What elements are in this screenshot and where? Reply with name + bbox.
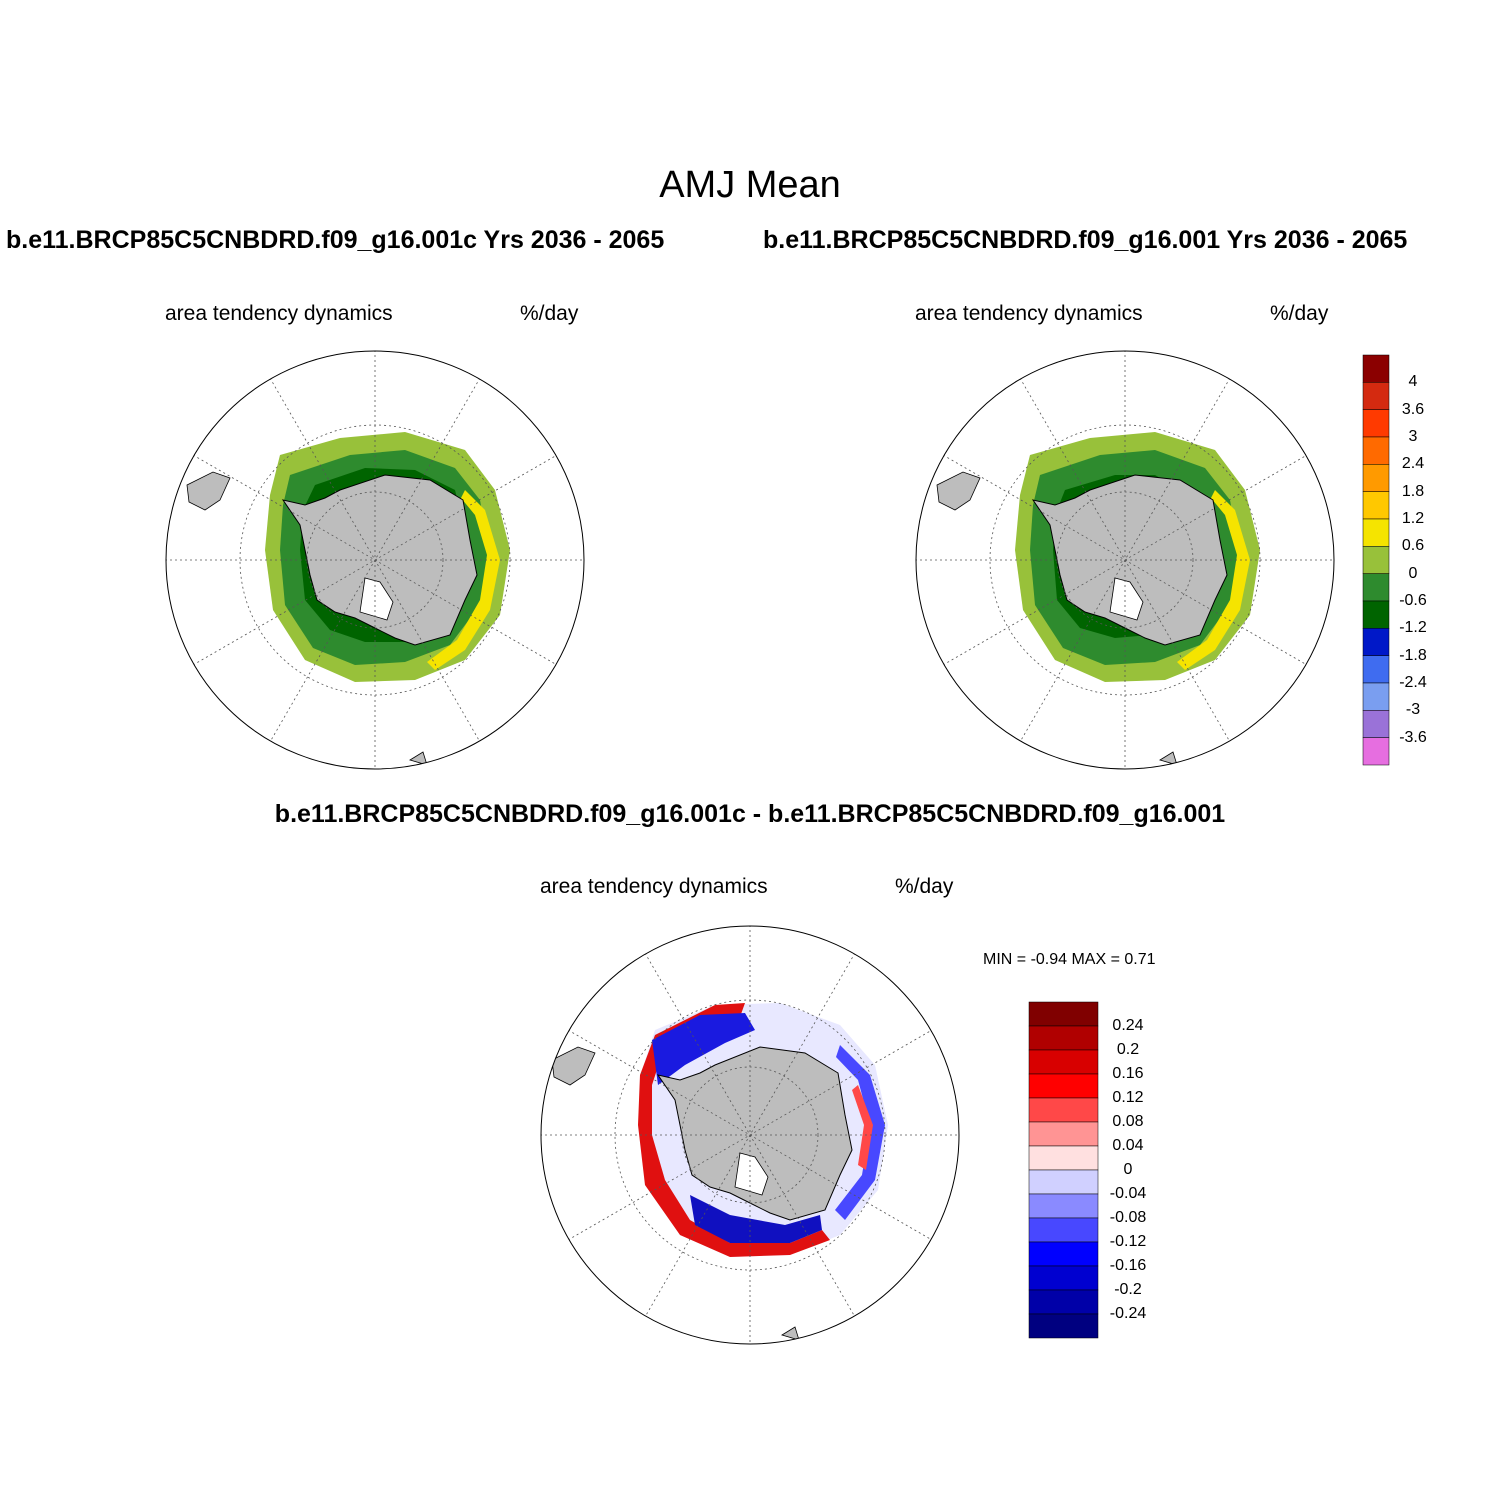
colorbar-tick-label: 0.04 [1112,1137,1144,1154]
colorbar-swatch [1362,655,1390,684]
ross-ice-shelf [1109,577,1144,621]
colorbar-tick-label: -0.24 [1109,1305,1147,1322]
colorbar-tick-label: 0.24 [1112,1017,1144,1034]
diff-variable-label: area tendency dynamics [540,875,768,898]
colorbar-swatch [1028,1217,1099,1243]
south-america-land [936,471,981,511]
colorbar-swatch [1028,1169,1099,1195]
colorbar-tick-label: -3 [1405,701,1421,719]
colorbar-tick-label: 0 [1123,1161,1133,1178]
colorbar-swatch [1362,682,1390,711]
colorbar-swatch [1362,628,1390,656]
difference-colorbar [1028,1001,1099,1339]
sea-ice-band-yellow [1177,490,1250,670]
diff-minmax-label: MIN = -0.94 MAX = 0.71 [983,951,1156,968]
colorbar-tick-label: 3.6 [1401,400,1425,418]
colorbar-tick-label: 4 [1408,373,1418,391]
ross-ice-shelf [734,1152,769,1196]
colorbar-tick-label: -0.6 [1399,592,1427,609]
colorbar-swatch [1028,1025,1099,1051]
colorbar-swatch [1028,1073,1099,1099]
colorbar-swatch [1362,436,1390,465]
figure-title: AMJ Mean [659,164,841,206]
colorbar-tick-label: 0.16 [1112,1065,1144,1082]
right-variable-label: area tendency dynamics [915,302,1143,325]
colorbar-swatch [1362,573,1390,602]
colorbar-swatch [1362,409,1390,438]
ross-ice-shelf [359,577,394,621]
colorbar-tick-label: -0.12 [1109,1233,1147,1250]
colorbar-swatch [1362,491,1390,520]
colorbar-tick-label: 3 [1408,428,1418,445]
colorbar-swatch [1028,1193,1099,1219]
colorbar-tick-label: -3.6 [1399,728,1427,746]
left-panel-title: b.e11.BRCP85C5CNBDRD.f09_g16.001c Yrs 20… [6,226,665,254]
colorbar-tick-label: 0.2 [1116,1041,1140,1058]
colorbar-tick-label: 2.4 [1401,455,1425,473]
south-america-land [551,1046,596,1086]
new-zealand-land [409,751,428,766]
left-variable-label: area tendency dynamics [165,302,393,325]
colorbar-tick-label: -0.04 [1109,1185,1147,1202]
colorbar-swatch [1362,518,1390,547]
colorbar-tick-label: -2.4 [1399,674,1427,691]
colorbar-swatch [1028,1241,1099,1267]
difference-positive-east [852,1085,873,1170]
colorbar-tick-label: 1.2 [1401,510,1425,527]
colorbar-tick-label: -1.8 [1399,646,1427,664]
new-zealand-land [781,1326,800,1341]
colorbar-swatch [1362,546,1390,574]
colorbar-tick-label: -1.2 [1399,619,1427,637]
colorbar-swatch [1028,1121,1099,1147]
colorbar-swatch [1362,600,1390,629]
colorbar-swatch [1362,737,1390,766]
difference-negative-patch-south [690,1195,822,1243]
colorbar-swatch [1028,1313,1099,1339]
colorbar-swatch [1028,1001,1099,1027]
sea-ice-band-yellow [427,490,500,670]
difference-polar-map [540,925,960,1345]
right-units-label: %/day [1270,302,1329,325]
colorbar-tick-label: -0.2 [1114,1281,1142,1298]
colorbar-swatch [1028,1289,1099,1315]
colorbar-swatch [1028,1097,1099,1123]
colorbar-swatch [1028,1049,1099,1075]
south-america-land [186,471,231,511]
left-polar-map [165,350,585,770]
colorbar-tick-label: 1.8 [1401,482,1425,500]
main-colorbar [1362,354,1390,766]
new-zealand-land [1159,751,1178,766]
colorbar-tick-label: 0 [1408,564,1418,582]
colorbar-swatch [1362,354,1390,383]
colorbar-swatch [1028,1265,1099,1291]
right-polar-map [915,350,1335,770]
colorbar-tick-label: 0.12 [1112,1089,1144,1106]
right-panel-title: b.e11.BRCP85C5CNBDRD.f09_g16.001 Yrs 203… [763,226,1408,254]
colorbar-tick-label: -0.08 [1109,1209,1147,1226]
difference-negative-patch-west [652,1013,755,1085]
colorbar-swatch [1362,710,1390,738]
difference-mixed-east [835,1045,885,1220]
colorbar-swatch [1362,382,1390,410]
colorbar-swatch [1028,1145,1099,1171]
colorbar-tick-label: -0.16 [1109,1257,1147,1274]
colorbar-swatch [1362,464,1390,492]
colorbar-tick-label: 0.08 [1112,1113,1144,1130]
difference-panel-title: b.e11.BRCP85C5CNBDRD.f09_g16.001c - b.e1… [274,800,1226,828]
left-units-label: %/day [520,302,579,325]
diff-units-label: %/day [895,875,954,898]
colorbar-tick-label: 0.6 [1401,537,1425,555]
